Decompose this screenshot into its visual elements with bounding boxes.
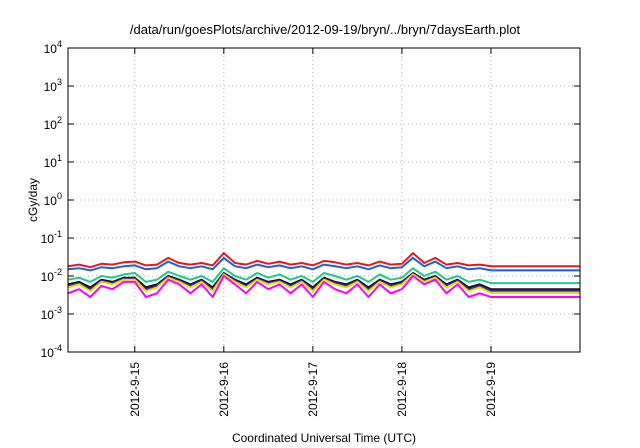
series-line-3 — [67, 267, 580, 285]
y-tick-label: 10-2 — [41, 267, 62, 284]
y-axis: 10-4 10-3 10-2 10-1 100 101 102 103 104 — [41, 39, 580, 360]
y-tick-label: 101 — [44, 153, 62, 170]
y-tick-label: 100 — [44, 191, 62, 208]
series-line-2 — [67, 256, 580, 272]
x-axis: 2012-9-15 2012-9-16 2012-9-17 2012-9-18 2012… — [128, 48, 498, 417]
y-tick-label: 102 — [44, 115, 62, 132]
x-tick-label: 2012-9-17 — [306, 362, 320, 417]
series-line-1 — [67, 252, 580, 269]
grid — [68, 48, 580, 352]
y-tick-label: 103 — [44, 77, 62, 94]
chart-title: /data/run/goesPlots/archive/2012-09-19/b… — [130, 22, 521, 37]
plot-area — [67, 252, 580, 298]
y-tick-label: 104 — [44, 39, 62, 56]
x-tick-label: 2012-9-15 — [128, 362, 142, 417]
y-tick-label: 10-4 — [41, 343, 62, 360]
y-axis-label: cGy/day — [26, 178, 40, 222]
x-tick-label: 2012-9-19 — [484, 362, 498, 417]
x-axis-label: Coordinated Universal Time (UTC) — [232, 431, 416, 445]
y-tick-label: 10-1 — [41, 229, 62, 246]
x-tick-label: 2012-9-18 — [395, 362, 409, 417]
series-line-7 — [67, 275, 580, 298]
series-line-6 — [67, 273, 580, 294]
x-tick-label: 2012-9-16 — [217, 362, 231, 417]
y-tick-label: 10-3 — [41, 305, 62, 322]
